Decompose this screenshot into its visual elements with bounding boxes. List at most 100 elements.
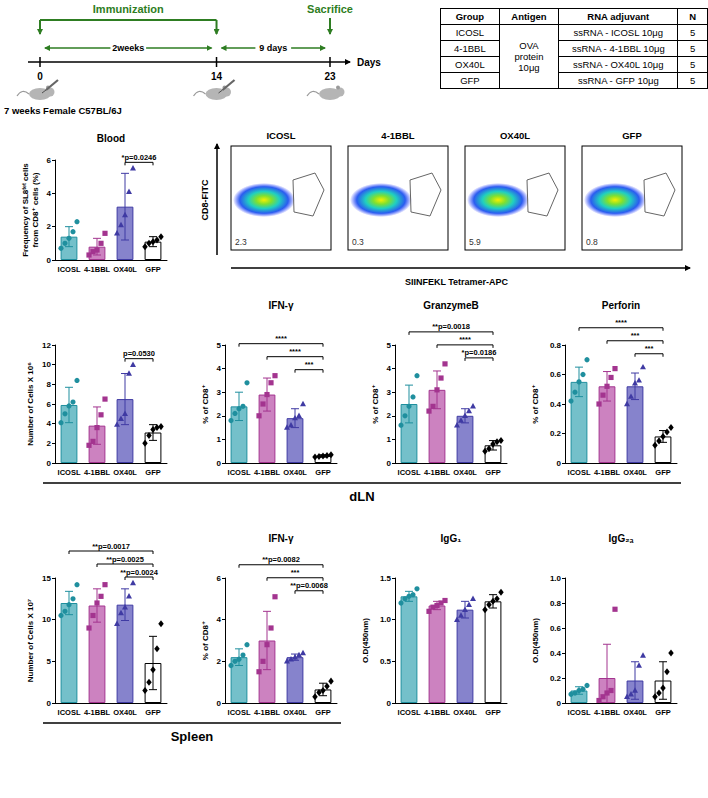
svg-text:Blood: Blood [97,133,125,144]
svg-text:% of CD8⁺: % of CD8⁺ [201,384,210,423]
svg-text:OX40L: OX40L [283,468,307,477]
svg-text:ICOSL: ICOSL [398,708,421,717]
svg-text:0: 0 [47,256,52,265]
svg-text:4-1BBL: 4-1BBL [381,130,414,141]
svg-text:1: 1 [217,435,222,444]
svg-text:Frequency of SL8ᵗᵉᵗ cells: Frequency of SL8ᵗᵉᵗ cells [21,163,30,257]
svg-text:SIINFEKL Tetramer-APC: SIINFEKL Tetramer-APC [405,277,509,287]
svg-text:% of CD8⁺: % of CD8⁺ [531,384,540,423]
svg-text:4-1BBL: 4-1BBL [84,468,111,477]
svg-text:OX40L: OX40L [500,130,530,141]
svg-text:dLN: dLN [349,489,374,504]
svg-text:0.6: 0.6 [550,624,562,633]
svg-text:**p=0.0018: **p=0.0018 [432,322,470,331]
svg-text:from CD8⁺ cells (%): from CD8⁺ cells (%) [31,172,40,247]
svg-text:4-1BBL: 4-1BBL [594,468,621,477]
svg-text:0.8: 0.8 [550,599,562,608]
svg-text:***: *** [631,331,640,340]
svg-text:ICOSL: ICOSL [568,468,591,477]
svg-text:O.D(450nm): O.D(450nm) [361,618,370,663]
svg-text:OX40L: OX40L [453,708,477,717]
svg-text:ICOSL: ICOSL [228,708,251,717]
svg-text:0: 0 [47,459,52,468]
svg-text:8: 8 [47,380,52,389]
svg-text:Number of Cells X 10⁷: Number of Cells X 10⁷ [26,599,35,682]
svg-text:ICOSL: ICOSL [398,468,421,477]
svg-text:ICOSL: ICOSL [58,468,81,477]
svg-text:4: 4 [387,364,392,373]
svg-text:6: 6 [217,574,222,583]
svg-text:*p=0.0246: *p=0.0246 [122,153,157,162]
svg-text:ICOSL: ICOSL [568,708,591,717]
svg-text:10: 10 [42,615,51,624]
svg-text:GFP: GFP [622,130,642,141]
svg-text:**p=0.0025: **p=0.0025 [106,555,144,564]
svg-text:% of CD8⁺: % of CD8⁺ [201,621,210,660]
svg-text:1: 1 [387,435,392,444]
svg-text:*p=0.0186: *p=0.0186 [462,348,497,357]
svg-text:2weeks: 2weeks [112,43,144,53]
svg-text:GFP: GFP [655,708,670,717]
svg-text:GFP: GFP [145,265,160,274]
svg-text:ICOSL: ICOSL [58,265,81,274]
svg-text:2: 2 [47,222,52,231]
svg-text:0: 0 [217,459,222,468]
svg-text:0.8: 0.8 [586,237,598,247]
svg-text:4: 4 [47,189,52,198]
svg-text:% of CD8⁺: % of CD8⁺ [371,384,380,423]
svg-text:OX40L: OX40L [113,265,137,274]
svg-text:2: 2 [217,411,222,420]
svg-text:Spleen: Spleen [171,729,214,744]
svg-text:ICOSL: ICOSL [266,130,295,141]
svg-text:0.5: 0.5 [380,657,392,666]
svg-text:4: 4 [217,615,222,624]
svg-text:4-1BBL: 4-1BBL [84,708,111,717]
svg-text:23: 23 [324,71,336,82]
svg-text:Sacrifice: Sacrifice [307,3,353,15]
svg-text:14: 14 [211,71,223,82]
svg-text:GFP: GFP [485,708,500,717]
svg-text:**p=0.0068: **p=0.0068 [290,581,328,590]
svg-text:OX40L: OX40L [623,468,647,477]
svg-text:ICOSL: ICOSL [228,468,251,477]
svg-text:6: 6 [47,156,52,165]
svg-text:0.2: 0.2 [550,674,562,683]
svg-text:4-1BBL: 4-1BBL [424,468,451,477]
svg-text:IgG₂ₐ: IgG₂ₐ [609,533,634,544]
svg-text:4-1BBL: 4-1BBL [594,708,621,717]
svg-text:2: 2 [387,411,392,420]
svg-text:OX40L: OX40L [453,468,477,477]
svg-text:0.3: 0.3 [352,237,364,247]
svg-text:5: 5 [387,341,392,350]
svg-text:****: **** [275,334,287,343]
svg-text:0.4: 0.4 [550,649,562,658]
svg-text:0: 0 [217,699,222,708]
svg-text:IFN-γ: IFN-γ [269,300,294,311]
svg-text:GFP: GFP [145,708,160,717]
svg-text:IgG₁: IgG₁ [441,533,462,544]
svg-text:Immunization: Immunization [93,3,164,15]
svg-text:3: 3 [387,388,392,397]
svg-text:0: 0 [557,699,562,708]
svg-text:5: 5 [47,657,52,666]
svg-text:p=0.0530: p=0.0530 [123,349,155,358]
svg-text:4: 4 [47,419,52,428]
svg-text:***: *** [645,344,654,353]
svg-text:0.2: 0.2 [550,429,562,438]
svg-text:GFP: GFP [485,468,500,477]
svg-text:****: **** [289,347,301,356]
svg-text:O.D(450nm): O.D(450nm) [531,618,540,663]
svg-text:0: 0 [387,459,392,468]
svg-text:9 days: 9 days [259,43,287,53]
svg-text:12: 12 [42,341,51,350]
svg-text:**p=0.0024: **p=0.0024 [120,568,159,577]
svg-text:OX40L: OX40L [283,708,307,717]
svg-text:6: 6 [47,400,52,409]
svg-text:****: **** [459,335,471,344]
svg-text:****: **** [615,318,627,327]
svg-text:7 weeks Female C57BL/6J: 7 weeks Female C57BL/6J [4,105,122,116]
svg-text:1.0: 1.0 [550,574,562,583]
svg-text:5.9: 5.9 [469,237,481,247]
svg-text:**p=0.0082: **p=0.0082 [262,555,300,564]
svg-text:CD8-FITC: CD8-FITC [200,179,210,220]
